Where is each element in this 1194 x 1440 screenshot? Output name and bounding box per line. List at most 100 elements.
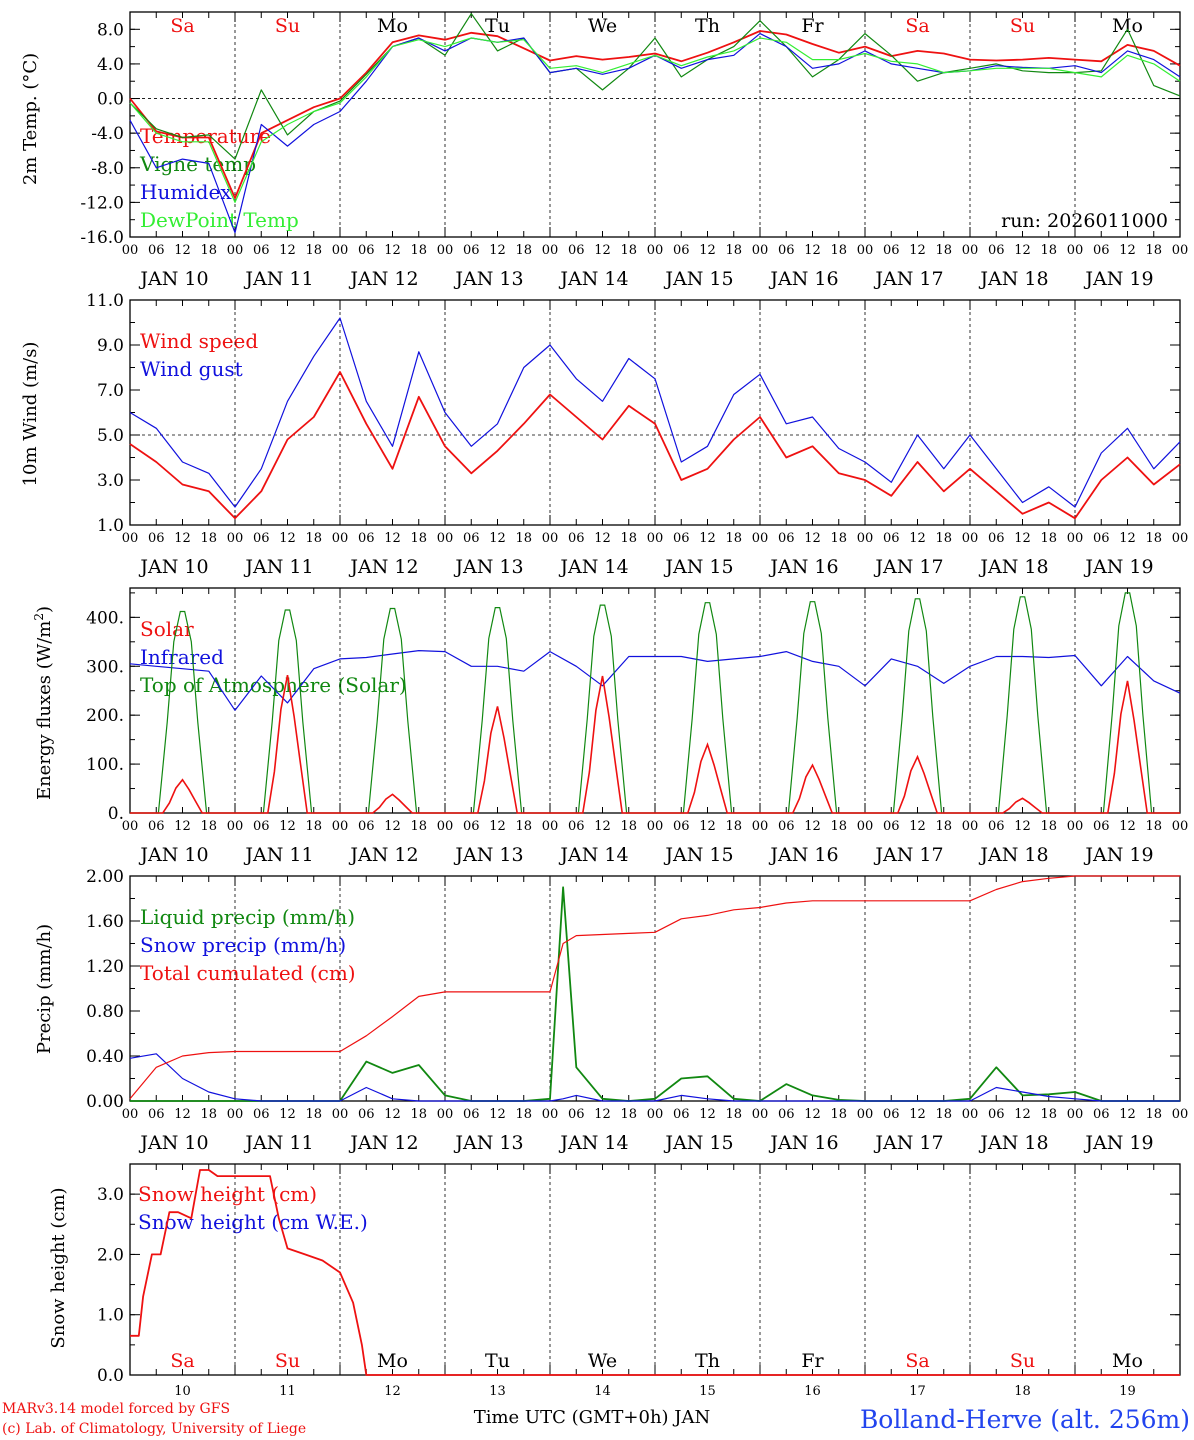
y-tick-label: 100.: [86, 755, 124, 775]
hour-tick-label: 18: [1040, 531, 1057, 546]
hour-tick-label: 00: [647, 531, 664, 546]
hour-tick-label: 12: [1119, 819, 1136, 834]
hour-tick-label: 00: [122, 1107, 139, 1122]
hour-tick-label: 00: [857, 243, 874, 258]
legend-wind-gust: Wind gust: [140, 357, 243, 381]
legend-vigne-temp: Vigne temp: [139, 152, 256, 176]
hour-tick-label: 06: [568, 243, 585, 258]
y-tick-label: 5.0: [97, 426, 124, 446]
date-label: JAN 13: [453, 844, 523, 866]
hour-tick-label: 00: [227, 1107, 244, 1122]
hour-tick-label: 06: [778, 819, 795, 834]
date-label: JAN 10: [138, 1132, 208, 1154]
footer-lab: (c) Lab. of Climatology, University of L…: [2, 1421, 306, 1437]
weekday-label: Th: [695, 1350, 720, 1372]
hour-tick-label: 06: [988, 1107, 1005, 1122]
hour-tick-label: 00: [647, 819, 664, 834]
hour-tick-label: 12: [174, 243, 191, 258]
hour-tick-label: 00: [227, 819, 244, 834]
hour-tick-label: 06: [463, 531, 480, 546]
hour-tick-label: 12: [804, 819, 821, 834]
hour-tick-label: 12: [699, 1107, 716, 1122]
hour-tick-label: 12: [594, 1107, 611, 1122]
weekday-label: Fr: [801, 15, 824, 37]
legend-solar: Solar: [140, 617, 194, 641]
hour-tick-label: 00: [647, 1107, 664, 1122]
hour-tick-label: 18: [620, 819, 637, 834]
hour-tick-label: 12: [279, 531, 296, 546]
y-tick-label: 300.: [86, 657, 124, 677]
plot-frame: [129, 299, 1181, 526]
hour-tick-label: 06: [253, 243, 270, 258]
date-label: JAN 12: [348, 556, 418, 578]
hour-tick-label: 06: [1093, 1107, 1110, 1122]
hour-tick-label: 00: [437, 531, 454, 546]
hour-tick-label: 18: [935, 1107, 952, 1122]
series-line-1-1: [129, 317, 1181, 508]
hour-tick-label: 06: [883, 1107, 900, 1122]
date-label: JAN 18: [978, 556, 1048, 578]
hour-tick-label: 06: [883, 531, 900, 546]
precip-ylabel: Precip (mm/h): [34, 924, 55, 1054]
date-label: JAN 16: [768, 844, 838, 866]
snow-ylabel: Snow height (cm): [48, 1187, 69, 1348]
hour-tick-label: 06: [1093, 819, 1110, 834]
hour-tick-label: 12: [594, 243, 611, 258]
hour-tick-label: 18: [1145, 819, 1162, 834]
series-line-0-3: [129, 37, 1181, 203]
weekday-label: Sa: [170, 1350, 194, 1372]
y-tick-label: -12.0: [80, 193, 124, 213]
hour-tick-label: 06: [253, 531, 270, 546]
hour-tick-label: 06: [673, 819, 690, 834]
hour-tick-label: 12: [909, 1107, 926, 1122]
hour-tick-label: 18: [1145, 243, 1162, 258]
weekday-label: We: [588, 15, 617, 37]
y-tick-label: 1.20: [86, 957, 124, 977]
day-number-label: 13: [489, 1384, 506, 1399]
hour-tick-label: 00: [437, 819, 454, 834]
hour-tick-label: 12: [384, 819, 401, 834]
date-label: JAN 10: [138, 556, 208, 578]
y-tick-label: 7.0: [97, 381, 124, 401]
hour-tick-label: 00: [227, 531, 244, 546]
wind-panel: 10m Wind (m/s) Wind speed Wind gust: [20, 329, 258, 486]
y-tick-label: 8.0: [97, 20, 124, 40]
weekday-label: Sa: [170, 15, 194, 37]
hour-tick-label: 06: [673, 1107, 690, 1122]
hour-tick-label: 00: [122, 819, 139, 834]
hour-tick-label: 18: [515, 819, 532, 834]
weekday-label: Mo: [377, 15, 408, 37]
hour-tick-label: 18: [200, 1107, 217, 1122]
hour-tick-label: 00: [1172, 819, 1189, 834]
energy-ylabel: Energy fluxes (W/m2): [32, 606, 55, 800]
footer: MARv3.14 model forced by GFS (c) Lab. of…: [2, 1401, 1190, 1437]
hour-tick-label: 12: [699, 243, 716, 258]
hour-tick-label: 18: [620, 243, 637, 258]
hour-tick-label: 12: [1014, 243, 1031, 258]
date-label: JAN 18: [978, 844, 1048, 866]
day-number-label: 14: [594, 1384, 611, 1399]
weekday-label: Mo: [1112, 1350, 1143, 1372]
hour-tick-label: 00: [752, 243, 769, 258]
hour-tick-label: 18: [935, 819, 952, 834]
hour-tick-label: 18: [830, 1107, 847, 1122]
hour-tick-label: 12: [489, 243, 506, 258]
weekday-label: Fr: [801, 1350, 824, 1372]
hour-tick-label: 00: [962, 1107, 979, 1122]
date-label: JAN 16: [768, 268, 838, 290]
hour-tick-label: 06: [253, 819, 270, 834]
footer-station: Bolland-Herve (alt. 256m): [860, 1405, 1190, 1434]
hour-tick-label: 12: [174, 1107, 191, 1122]
hour-tick-label: 18: [515, 1107, 532, 1122]
date-label: JAN 14: [558, 556, 628, 578]
y-tick-label: 4.0: [97, 55, 124, 75]
date-label: JAN 10: [138, 844, 208, 866]
hour-tick-label: 06: [778, 531, 795, 546]
hour-tick-label: 06: [358, 1107, 375, 1122]
energy-panel: Energy fluxes (W/m2) Solar Infrared Top …: [32, 606, 407, 800]
hour-tick-label: 00: [542, 1107, 559, 1122]
legend-dewpoint-temp: DewPoint Temp: [140, 208, 299, 232]
hour-tick-label: 18: [1145, 1107, 1162, 1122]
